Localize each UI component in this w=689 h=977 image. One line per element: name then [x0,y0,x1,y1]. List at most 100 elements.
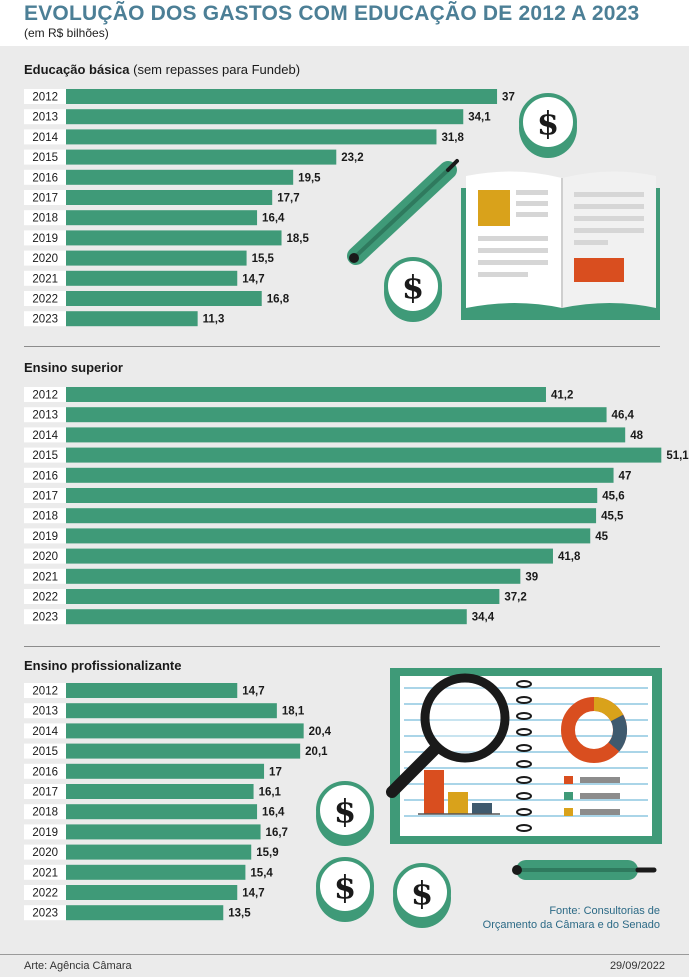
value-label-superior-2014: 48 [630,430,643,442]
value-label-basica-2015: 23,2 [341,152,363,164]
value-label-basica-2013: 34,1 [468,112,491,124]
year-label-bg [24,210,66,226]
year-label-bg [24,743,66,759]
year-label-superior: 2023 [32,612,58,624]
value-label-superior-2021: 39 [525,571,538,583]
year-label-profissionalizante: 2018 [32,807,58,819]
section-title-basica: Educação básica (sem repasses para Funde… [24,62,301,77]
year-label-bg [24,784,66,799]
bar-superior-2013 [66,407,607,423]
value-label-basica-2014: 31,8 [441,132,464,144]
year-label-bg [24,109,66,125]
section-divider [24,646,660,647]
year-label-bg [24,609,66,625]
bar-basica-2021 [66,270,238,286]
value-label-superior-2020: 41,8 [558,551,581,563]
year-label-profissionalizante: 2019 [32,827,58,839]
bar-superior-2021 [66,568,521,584]
year-label-basica: 2020 [32,253,58,265]
bar-superior-2017 [66,488,598,503]
year-label-bg [24,190,66,205]
value-label-profissionalizante-2014: 20,4 [309,726,332,738]
page-subtitle: (em R$ bilhões) [24,26,109,40]
year-label-bg [24,723,66,739]
value-label-basica-2022: 16,8 [267,294,290,306]
bar-profissionalizante-2017 [66,784,254,799]
value-label-profissionalizante-2017: 16,1 [259,787,282,799]
svg-text:$: $ [402,268,424,306]
value-label-profissionalizante-2018: 16,4 [262,807,285,819]
bar-superior-2023 [66,609,467,625]
value-label-superior-2013: 46,4 [612,410,635,422]
bar-profissionalizante-2019 [66,824,261,840]
value-label-profissionalizante-2023: 13,5 [228,908,251,920]
year-label-profissionalizante: 2021 [32,867,58,879]
year-label-basica: 2012 [32,92,58,104]
bar-profissionalizante-2021 [66,864,246,880]
value-label-basica-2023: 11,3 [203,314,225,326]
bar-charts: 2012 37 2013 34,1 2014 31,8 2015 23,2 2016 19,5 20… [24,89,689,921]
bar-superior-2015 [66,447,662,463]
year-label-superior: 2014 [32,430,58,442]
year-label-profissionalizante: 2023 [32,908,58,920]
year-label-basica: 2021 [32,273,58,285]
year-label-bg [24,528,66,544]
value-label-basica-2020: 15,5 [252,253,275,265]
year-label-bg [24,270,66,286]
value-label-profissionalizante-2015: 20,1 [305,746,328,758]
section-divider [24,346,660,347]
year-label-superior: 2020 [32,551,58,563]
bar-superior-2016 [66,467,614,483]
year-label-basica: 2016 [32,172,58,184]
year-label-bg [24,129,66,145]
bar-profissionalizante-2020 [66,844,252,860]
value-label-superior-2023: 34,4 [472,612,495,624]
bar-profissionalizante-2012 [66,683,238,698]
pencil-icon [512,860,657,880]
year-label-bg [24,447,66,463]
year-label-profissionalizante: 2015 [32,746,58,758]
svg-text:$: $ [334,792,356,830]
dollar-coin-icon: $ [316,781,374,846]
year-label-bg [24,230,66,246]
year-label-bg [24,885,66,900]
year-label-profissionalizante: 2014 [32,726,58,738]
year-label-superior: 2017 [32,491,58,503]
year-label-basica: 2017 [32,193,58,205]
footer-divider [0,954,689,955]
value-label-profissionalizante-2022: 14,7 [242,888,264,900]
bar-superior-2022 [66,589,500,604]
year-label-bg [24,683,66,698]
year-label-bg [24,763,66,779]
section-title-superior: Ensino superior [24,360,123,375]
year-label-superior: 2012 [32,390,58,402]
bar-basica-2015 [66,149,337,165]
value-label-profissionalizante-2021: 15,4 [250,867,273,879]
year-label-bg [24,568,66,584]
value-label-basica-2018: 16,4 [262,213,285,225]
year-label-bg [24,169,66,185]
value-label-profissionalizante-2016: 17 [269,766,282,778]
value-label-basica-2016: 19,5 [298,172,321,184]
year-label-profissionalizante: 2016 [32,766,58,778]
bar-superior-2019 [66,528,591,544]
year-label-bg [24,824,66,840]
bar-profissionalizante-2015 [66,743,301,759]
svg-text:$: $ [334,868,356,906]
year-label-bg [24,291,66,306]
year-label-basica: 2018 [32,213,58,225]
year-label-basica: 2022 [32,294,58,306]
magnifier-icon [386,673,510,798]
year-label-bg [24,387,66,402]
year-label-bg [24,488,66,503]
year-label-bg [24,89,66,104]
header-band [0,0,689,46]
year-label-superior: 2019 [32,531,58,543]
year-label-bg [24,407,66,423]
value-label-superior-2017: 45,6 [602,491,624,503]
value-label-superior-2015: 51,1 [666,450,689,462]
bar-basica-2018 [66,210,258,226]
bar-superior-2020 [66,548,553,564]
page-title: EVOLUÇÃO DOS GASTOS COM EDUCAÇÃO DE 2012… [24,2,640,25]
